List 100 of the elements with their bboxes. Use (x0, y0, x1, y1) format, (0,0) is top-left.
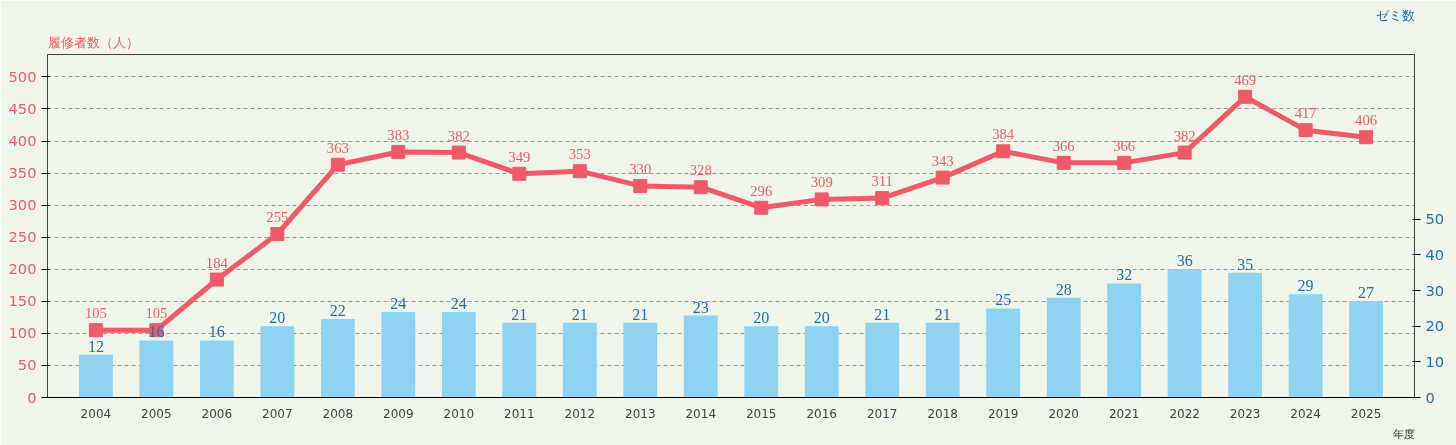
x-tick-label: 2018 (927, 406, 958, 421)
x-tick-label: 2008 (322, 406, 354, 421)
point (1298, 123, 1313, 138)
y2-tick-label: 30 (1425, 281, 1445, 299)
bar (199, 340, 234, 398)
bar (1349, 301, 1384, 398)
bar (1107, 283, 1142, 398)
point (512, 166, 527, 181)
data-label: 27 (1358, 284, 1375, 302)
point (1056, 155, 1071, 170)
bar (1228, 272, 1263, 398)
x-tick-label: 2005 (141, 406, 172, 421)
x-tick-label: 2019 (987, 406, 1019, 421)
point (1177, 145, 1192, 160)
data-label: 384 (992, 126, 1015, 143)
data-label: 28 (1055, 280, 1072, 298)
bar (804, 326, 839, 398)
data-label: 184 (205, 254, 229, 271)
data-label: 20 (813, 309, 830, 327)
bar (139, 340, 174, 398)
data-label: 330 (629, 160, 652, 177)
bar (78, 354, 113, 398)
point (88, 323, 103, 338)
point (1238, 89, 1253, 104)
data-label: 16 (148, 323, 165, 341)
x-tick-label: 2021 (1108, 406, 1140, 421)
data-label: 22 (329, 302, 346, 320)
x-tick-label: 2022 (1169, 406, 1200, 421)
y2-axis-title: ゼミ数 (1375, 7, 1415, 23)
y-tick-label: 250 (8, 228, 37, 246)
bar (381, 311, 416, 398)
data-label: 21 (511, 305, 528, 323)
bar (320, 319, 355, 398)
bar (744, 326, 779, 398)
point (209, 272, 224, 287)
x-tick-label: 2004 (80, 406, 112, 421)
y-tick-label: 500 (8, 67, 37, 85)
x-tick-label: 2024 (1290, 406, 1321, 421)
bar (562, 322, 597, 398)
data-label: 32 (1116, 266, 1133, 284)
data-label: 105 (84, 305, 107, 322)
y-tick-label: 100 (8, 324, 37, 342)
point (996, 144, 1011, 159)
data-label: 29 (1297, 277, 1314, 295)
y2-tick-label: 10 (1425, 352, 1445, 370)
x-tick-label: 2017 (866, 406, 898, 421)
point (1117, 155, 1132, 170)
y-tick-label: 450 (8, 100, 37, 117)
data-label: 382 (1173, 127, 1196, 144)
point (330, 157, 345, 172)
point (633, 178, 648, 193)
x-tick-label: 2014 (685, 406, 717, 421)
data-label: 363 (326, 139, 349, 156)
y-tick-label: 300 (8, 196, 37, 214)
point (451, 145, 466, 160)
data-label: 343 (931, 152, 954, 169)
y2-tick-label: 0 (1425, 388, 1435, 406)
bar (502, 322, 537, 398)
x-tick-label: 2011 (504, 406, 535, 421)
y2-tick-label: 50 (1425, 210, 1445, 228)
data-label: 366 (1113, 137, 1136, 154)
data-label: 309 (810, 174, 833, 191)
data-label: 21 (632, 305, 649, 323)
data-label: 35 (1237, 255, 1254, 273)
data-label: 25 (995, 291, 1012, 309)
data-label: 417 (1294, 105, 1317, 122)
data-label: 20 (753, 309, 770, 327)
x-tick-label: 2006 (201, 406, 233, 421)
x-tick-label: 2020 (1048, 406, 1079, 421)
y2-tick-label: 40 (1425, 245, 1445, 263)
data-label: 382 (447, 127, 470, 144)
y-tick-label: 50 (17, 356, 37, 374)
data-label: 296 (750, 182, 773, 199)
point (814, 192, 829, 207)
bar (623, 322, 658, 398)
bar (441, 311, 476, 398)
point (935, 170, 950, 185)
data-label: 105 (145, 305, 168, 322)
point (1359, 130, 1374, 145)
bar (1288, 294, 1323, 398)
bar (865, 322, 900, 398)
data-label: 255 (266, 209, 289, 226)
point (754, 200, 769, 215)
data-label: 383 (387, 126, 410, 143)
bar (986, 308, 1021, 398)
data-label: 353 (568, 146, 591, 163)
x-tick-label: 2023 (1229, 406, 1261, 421)
point (572, 164, 587, 179)
data-label: 21 (874, 305, 891, 323)
point (875, 191, 890, 206)
bar (1167, 269, 1202, 398)
y-tick-label: 200 (8, 260, 37, 278)
data-label: 21 (571, 305, 588, 323)
bar (683, 315, 718, 398)
data-label: 349 (508, 148, 531, 165)
point (270, 227, 285, 242)
x-tick-label: 2015 (745, 406, 777, 421)
data-label: 16 (208, 323, 225, 341)
y-tick-label: 400 (8, 132, 37, 150)
data-label: 20 (269, 309, 286, 327)
